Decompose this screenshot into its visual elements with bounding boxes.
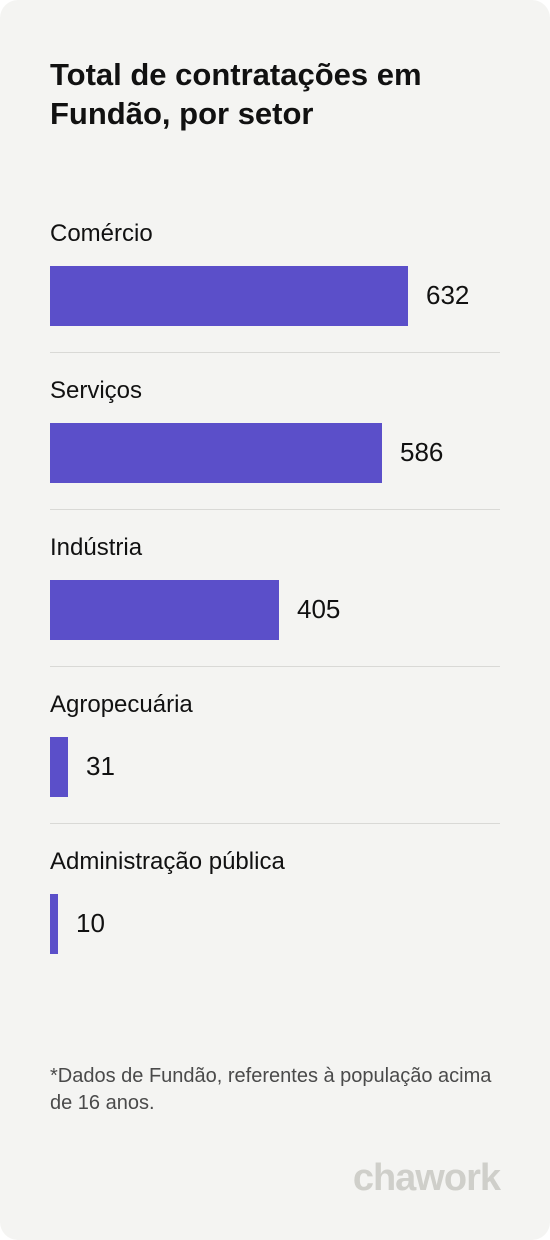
bar: [50, 266, 408, 326]
bar-label: Serviços: [50, 377, 500, 405]
bar: [50, 737, 68, 797]
chart-rows: Comércio 632 Serviços 586 Indústria 405 …: [50, 220, 500, 1054]
bar-label: Comércio: [50, 220, 500, 248]
bar-value: 10: [76, 908, 105, 939]
bar-line: 586: [50, 423, 500, 483]
bar-row: Indústria 405: [50, 534, 500, 667]
bar-line: 405: [50, 580, 500, 640]
bar-value: 632: [426, 280, 469, 311]
bar-line: 31: [50, 737, 500, 797]
chart-card: Total de contratações em Fundão, por set…: [0, 0, 550, 1240]
bar-row: Serviços 586: [50, 377, 500, 510]
bar: [50, 894, 58, 954]
bar-row: Comércio 632: [50, 220, 500, 353]
bar: [50, 580, 279, 640]
bar-label: Administração pública: [50, 848, 500, 876]
bar-value: 31: [86, 751, 115, 782]
bar: [50, 423, 382, 483]
bar-row: Administração pública 10: [50, 848, 500, 980]
chart-footnote: *Dados de Fundão, referentes à população…: [50, 1063, 500, 1117]
brand-logo: chawork: [50, 1157, 500, 1200]
bar-row: Agropecuária 31: [50, 691, 500, 824]
bar-value: 586: [400, 437, 443, 468]
bar-label: Indústria: [50, 534, 500, 562]
bar-label: Agropecuária: [50, 691, 500, 719]
bar-line: 632: [50, 266, 500, 326]
bar-line: 10: [50, 894, 500, 954]
chart-title: Total de contratações em Fundão, por set…: [50, 56, 500, 134]
bar-value: 405: [297, 594, 340, 625]
